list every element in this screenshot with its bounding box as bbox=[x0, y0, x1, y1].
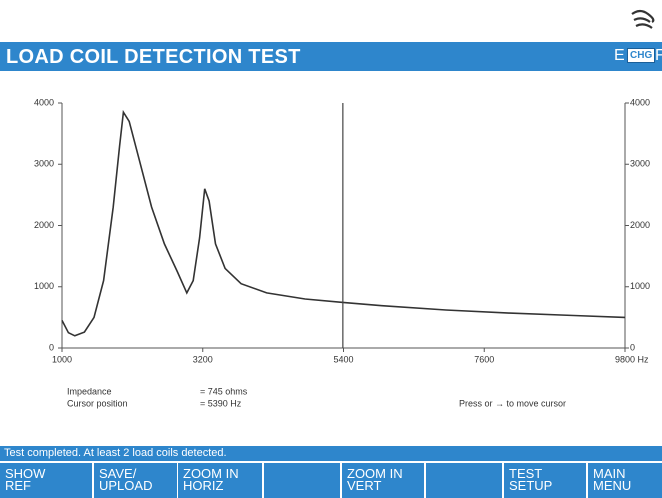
softkey-label: TEST bbox=[509, 466, 543, 481]
softkey-label: REF bbox=[5, 478, 31, 493]
softkey-blank bbox=[264, 463, 340, 498]
softkey-label: SHOW bbox=[5, 466, 46, 481]
title: LOAD COIL DETECTION TEST bbox=[6, 46, 301, 68]
softkey-label: MENU bbox=[593, 478, 632, 493]
y-tick-label: 2000 bbox=[34, 220, 54, 230]
indicator: F bbox=[655, 47, 662, 64]
y-tick-label: 0 bbox=[49, 342, 54, 352]
softkey[interactable]: ZOOM IN HORIZ bbox=[178, 463, 262, 498]
softkey[interactable]: ZOOM IN VERT bbox=[342, 463, 424, 498]
softkey-label: SETUP bbox=[509, 478, 553, 493]
y-tick-label: 2000 bbox=[630, 220, 650, 230]
readout-label: Impedance bbox=[67, 386, 112, 396]
title-bar: LOAD COIL DETECTION TEST E CHG F bbox=[0, 42, 662, 71]
softkey-label: VERT bbox=[347, 478, 382, 493]
softkey[interactable]: TEST SETUP bbox=[504, 463, 586, 498]
y-tick-label: 3000 bbox=[34, 159, 54, 169]
indicator: E bbox=[614, 47, 625, 64]
softkey-label: ZOOM IN bbox=[183, 466, 239, 481]
y-tick-label: 4000 bbox=[34, 97, 54, 107]
readout-label: Cursor position bbox=[67, 398, 128, 408]
softkey[interactable]: SAVE/UPLOAD bbox=[94, 463, 177, 498]
y-tick-label: 3000 bbox=[630, 159, 650, 169]
x-unit: Hz bbox=[638, 354, 649, 364]
softkey-label: MAIN bbox=[593, 466, 626, 481]
softkey-label: HORIZ bbox=[183, 478, 224, 493]
connection-icon bbox=[631, 9, 655, 29]
softkey-label: ZOOM IN bbox=[347, 466, 403, 481]
status-bar: Test completed. At least 2 load coils de… bbox=[0, 446, 662, 461]
x-tick-label: 1000 bbox=[52, 354, 72, 364]
y-tick-label: 1000 bbox=[630, 281, 650, 291]
readout-value: = 745 ohms bbox=[200, 386, 248, 396]
softkey[interactable]: MAIN MENU bbox=[588, 463, 662, 498]
x-tick-label: 9800 bbox=[615, 354, 635, 364]
y-tick-label: 0 bbox=[630, 342, 635, 352]
indicator: CHG bbox=[627, 48, 656, 63]
softkey-blank bbox=[426, 463, 502, 498]
y-tick-label: 4000 bbox=[630, 97, 650, 107]
y-tick-label: 1000 bbox=[34, 281, 54, 291]
impedance-curve bbox=[61, 109, 626, 337]
x-tick-label: 5400 bbox=[333, 354, 353, 364]
softkey-label: UPLOAD bbox=[99, 478, 153, 493]
softkey-label: SAVE/ bbox=[99, 466, 137, 481]
x-tick-label: 7600 bbox=[474, 354, 494, 364]
hint: Press or → to move cursor bbox=[459, 398, 566, 408]
softkey[interactable]: SHOW REF bbox=[0, 463, 92, 498]
chart: 0 0 1000 1000 2000 2000 3000 3000 4000 4000 1000 32… bbox=[34, 97, 650, 408]
x-tick-label: 3200 bbox=[193, 354, 213, 364]
readout-value: = 5390 Hz bbox=[200, 398, 242, 408]
